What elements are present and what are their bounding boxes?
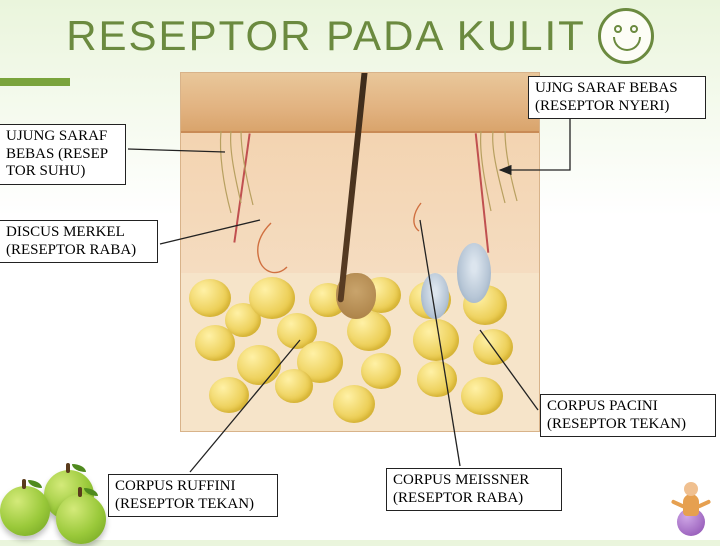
label-text: DISCUS MERKEL bbox=[6, 224, 125, 240]
label-text: CORPUS RUFFINI bbox=[115, 478, 235, 494]
label-text: CORPUS PACINI bbox=[547, 398, 658, 414]
slide-title: RESEPTOR PADA KULIT bbox=[66, 12, 586, 60]
apples-decoration-icon bbox=[0, 466, 124, 546]
label-text: (RESEPTOR TEKAN) bbox=[547, 416, 686, 432]
label-text: BEBAS (RESEP bbox=[6, 146, 108, 162]
slide-title-bar: RESEPTOR PADA KULIT bbox=[0, 8, 720, 64]
label-text: (RESEPTOR RABA) bbox=[6, 242, 136, 258]
label-text: TOR SUHU) bbox=[6, 163, 85, 179]
label-merkel: DISCUS MERKEL (RESEPTOR RABA) bbox=[0, 220, 158, 263]
label-pacini: CORPUS PACINI (RESEPTOR TEKAN) bbox=[540, 394, 716, 437]
label-nyeri: UJNG SARAF BEBAS (RESEPTOR NYERI) bbox=[528, 76, 706, 119]
label-text: CORPUS MEISSNER bbox=[393, 472, 529, 488]
skin-cross-section bbox=[180, 72, 540, 432]
label-text: UJNG SARAF BEBAS bbox=[535, 80, 678, 96]
nerve-endings-icon bbox=[181, 73, 539, 431]
accent-bar bbox=[0, 78, 70, 86]
label-text: (RESEPTOR NYERI) bbox=[535, 98, 669, 114]
label-text: (RESEPTOR TEKAN) bbox=[115, 496, 254, 512]
label-text: UJUNG SARAF bbox=[6, 128, 107, 144]
label-meissner: CORPUS MEISSNER (RESEPTOR RABA) bbox=[386, 468, 562, 511]
label-ruffini: CORPUS RUFFINI (RESEPTOR TEKAN) bbox=[108, 474, 278, 517]
label-suhu: UJUNG SARAF BEBAS (RESEP TOR SUHU) bbox=[0, 124, 126, 185]
label-text: (RESEPTOR RABA) bbox=[393, 490, 523, 506]
smiley-icon bbox=[598, 8, 654, 64]
mascot-icon bbox=[666, 480, 716, 536]
